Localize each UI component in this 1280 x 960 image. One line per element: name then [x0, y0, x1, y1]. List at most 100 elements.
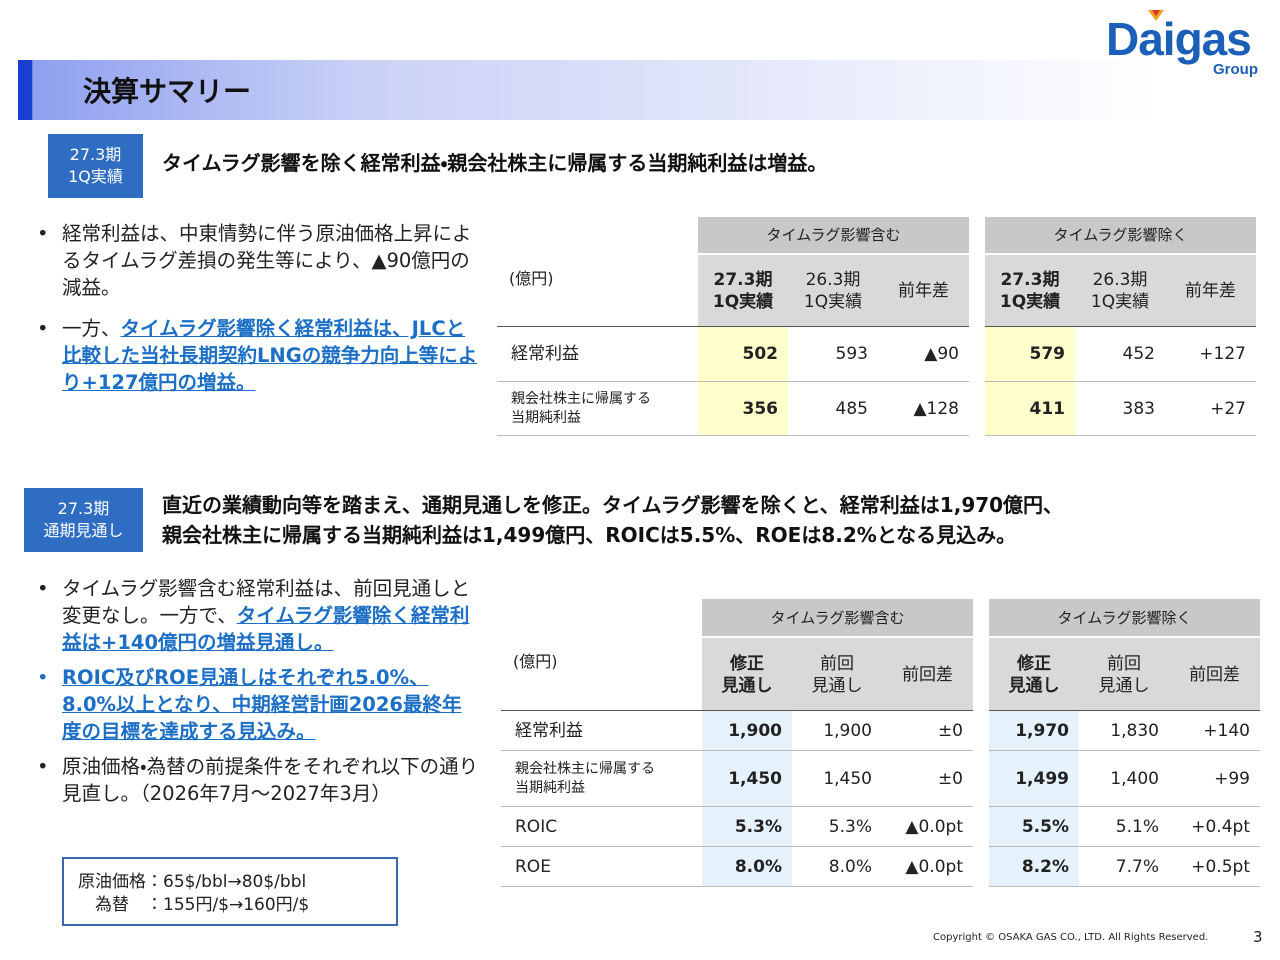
table-value: +140	[1169, 711, 1260, 751]
column-header: 前回 見通し	[1079, 638, 1169, 711]
group-header: タイムラグ影響含む	[698, 217, 969, 253]
table-value: 1,900	[792, 711, 882, 751]
bullet: 原油価格・為替の前提条件をそれぞれ以下の通り見直し。（2026年7月～2027年…	[35, 753, 480, 807]
table-value: +127	[1165, 327, 1256, 382]
group-header: タイムラグ影響含む	[702, 599, 973, 636]
table-value: 1,400	[1079, 751, 1169, 807]
assumption-box: 原油価格：65$/bbl→80$/bbl 為替 ：155円/$→160円/$	[62, 857, 398, 926]
badge-line: 1Q実績	[68, 167, 123, 186]
table-value: 356	[698, 382, 788, 436]
bullet-text: タイムラグ影響含む経常利益は、前回見通しと変更なし。一方で、	[62, 577, 471, 627]
column-header: 26.3期 1Q実績	[788, 255, 878, 327]
title-bar	[18, 60, 1158, 120]
bullet-text: 一方、	[62, 317, 121, 340]
emphasis-text: タイムラグ影響除く経常利益は+140億円の増益見通し。	[62, 604, 470, 654]
table-value: 8.0%	[792, 847, 882, 887]
table-value: +0.4pt	[1169, 807, 1260, 847]
logo: Daigas	[1106, 13, 1252, 65]
row-label: 親会社株主に帰属する 当期純利益	[497, 382, 698, 436]
column-header: 前年差	[1165, 255, 1256, 327]
table-value: 5.5%	[989, 807, 1079, 847]
bullet: 経常利益は、中東情勢に伴う原油価格上昇によるタイムラグ差損の発生等により、▲90…	[35, 220, 480, 301]
column-header: 前回差	[882, 638, 973, 711]
table-value: 452	[1075, 327, 1165, 382]
table-value: +27	[1165, 382, 1256, 436]
table-value: 1,499	[989, 751, 1079, 807]
table-value: 1,450	[792, 751, 882, 807]
table-value: ▲90	[878, 327, 969, 382]
bullet: ROIC及びROE見通しはそれぞれ5.0%、8.0%以上となり、中期経営計画20…	[35, 664, 480, 745]
row-label: 親会社株主に帰属する 当期純利益	[501, 751, 702, 807]
headline: タイムラグ影響を除く経常利益・親会社株主に帰属する当期純利益は増益。	[162, 148, 827, 178]
table-value: ▲0.0pt	[882, 847, 973, 887]
table-value: 485	[788, 382, 878, 436]
emphasis-text: タイムラグ影響除く経常利益は、JLCと比較した当社長期契約LNGの競争力向上等に…	[62, 317, 478, 394]
header-rule	[702, 710, 973, 711]
header-rule	[501, 710, 702, 711]
table-value: 7.7%	[1079, 847, 1169, 887]
table-value: ▲0.0pt	[882, 807, 973, 847]
box-line: 原油価格：65$/bbl→80$/bbl	[78, 872, 307, 892]
row-label: ROIC	[501, 807, 702, 847]
table-value: 502	[698, 327, 788, 382]
table-value: ±0	[882, 711, 973, 751]
table-value: 593	[788, 327, 878, 382]
column-header: 修正 見通し	[989, 638, 1079, 711]
table-value: 1,970	[989, 711, 1079, 751]
bullet-text: 経常利益は、中東情勢に伴う原油価格上昇によるタイムラグ差損の発生等により、▲90…	[62, 222, 472, 299]
headline-line: 親会社株主に帰属する当期純利益は1,499億円、ROICは5.5%、ROEは8.…	[162, 523, 1017, 547]
column-header: 前年差	[878, 255, 969, 327]
table-value: 579	[985, 327, 1075, 382]
headline: 直近の業績動向等を踏まえ、通期見通しを修正。タイムラグ影響を除くと、経常利益は1…	[162, 490, 1063, 550]
unit-label: (億円)	[513, 652, 558, 671]
bullet-list: 経常利益は、中東情勢に伴う原油価格上昇によるタイムラグ差損の発生等により、▲90…	[35, 220, 480, 396]
slide-title: 決算サマリー	[83, 75, 252, 108]
headline-line: 直近の業績動向等を踏まえ、通期見通しを修正。タイムラグ影響を除くと、経常利益は1…	[162, 493, 1064, 517]
column-header: 前回差	[1169, 638, 1260, 711]
table-value: 5.3%	[792, 807, 882, 847]
table-value: 5.3%	[702, 807, 792, 847]
table-value: 8.0%	[702, 847, 792, 887]
badge-line: 27.3期	[69, 145, 122, 164]
table-value: 8.2%	[989, 847, 1079, 887]
logo-mark	[1148, 10, 1164, 21]
column-header: 27.3期 1Q実績	[985, 255, 1075, 327]
table-value: +0.5pt	[1169, 847, 1260, 887]
header-rule	[497, 326, 698, 327]
unit-label: (億円)	[509, 268, 554, 288]
column-header: 前回 見通し	[792, 638, 882, 711]
table-value: 1,830	[1079, 711, 1169, 751]
emphasis-text: ROIC及びROE見通しはそれぞれ5.0%、8.0%以上となり、中期経営計画20…	[62, 666, 462, 743]
row-label: 経常利益	[501, 711, 702, 751]
table-value: 1,900	[702, 711, 792, 751]
bullet: 一方、タイムラグ影響除く経常利益は、JLCと比較した当社長期契約LNGの競争力向…	[35, 315, 480, 396]
column-header: 26.3期 1Q実績	[1075, 255, 1165, 327]
header-rule	[698, 326, 969, 327]
page-number: 3	[1253, 928, 1263, 946]
table-value: 5.1%	[1079, 807, 1169, 847]
badge-line: 27.3期	[57, 499, 110, 518]
table-value: +99	[1169, 751, 1260, 807]
box-line: 為替 ：155円/$→160円/$	[78, 895, 310, 915]
bullet-text: 原油価格・為替の前提条件をそれぞれ以下の通り見直し。（2026年7月～2027年…	[62, 755, 479, 805]
group-header: タイムラグ影響除く	[989, 599, 1260, 636]
badge: 27.3期通期見通し	[24, 488, 143, 552]
headline-line: タイムラグ影響を除く経常利益・親会社株主に帰属する当期純利益は増益。	[162, 151, 828, 175]
bullet-list: タイムラグ影響含む経常利益は、前回見通しと変更なし。一方で、タイムラグ影響除く経…	[35, 575, 480, 807]
column-header: 修正 見通し	[702, 638, 792, 711]
badge-line: 通期見通し	[43, 521, 124, 540]
copyright: Copyright © OSAKA GAS CO., LTD. All Righ…	[933, 932, 1209, 943]
group-header: タイムラグ影響除く	[985, 217, 1256, 253]
badge: 27.3期 1Q実績	[48, 134, 143, 198]
row-label: 経常利益	[497, 327, 698, 382]
table-value: 1,450	[702, 751, 792, 807]
header-rule	[985, 326, 1256, 327]
row-label: ROE	[501, 847, 702, 887]
bullet: タイムラグ影響含む経常利益は、前回見通しと変更なし。一方で、タイムラグ影響除く経…	[35, 575, 480, 656]
column-header: 27.3期 1Q実績	[698, 255, 788, 327]
table-value: 383	[1075, 382, 1165, 436]
table-value: ▲128	[878, 382, 969, 436]
table-value: 411	[985, 382, 1075, 436]
header-rule	[989, 710, 1260, 711]
